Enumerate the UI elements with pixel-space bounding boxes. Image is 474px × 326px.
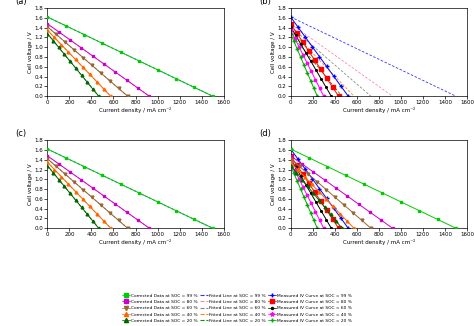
X-axis label: Current density / mA cm⁻²: Current density / mA cm⁻² [343, 107, 415, 113]
Legend: Corrected Data at SOC = 99 %, Corrected Data at SOC = 80 %, Corrected Data at SO: Corrected Data at SOC = 99 %, Corrected … [121, 292, 353, 324]
Y-axis label: Cell voltage / V: Cell voltage / V [28, 163, 33, 205]
Text: (b): (b) [259, 0, 271, 7]
X-axis label: Current density / mA cm⁻²: Current density / mA cm⁻² [100, 239, 172, 245]
Text: (c): (c) [16, 129, 27, 139]
Y-axis label: Cell voltage / V: Cell voltage / V [28, 31, 33, 73]
X-axis label: Current density / mA cm⁻²: Current density / mA cm⁻² [343, 239, 415, 245]
Text: (a): (a) [16, 0, 27, 7]
Text: (d): (d) [259, 129, 271, 139]
Y-axis label: Cell voltage / V: Cell voltage / V [271, 163, 276, 205]
X-axis label: Current density / mA cm⁻²: Current density / mA cm⁻² [100, 107, 172, 113]
Y-axis label: Cell voltage / V: Cell voltage / V [271, 31, 276, 73]
